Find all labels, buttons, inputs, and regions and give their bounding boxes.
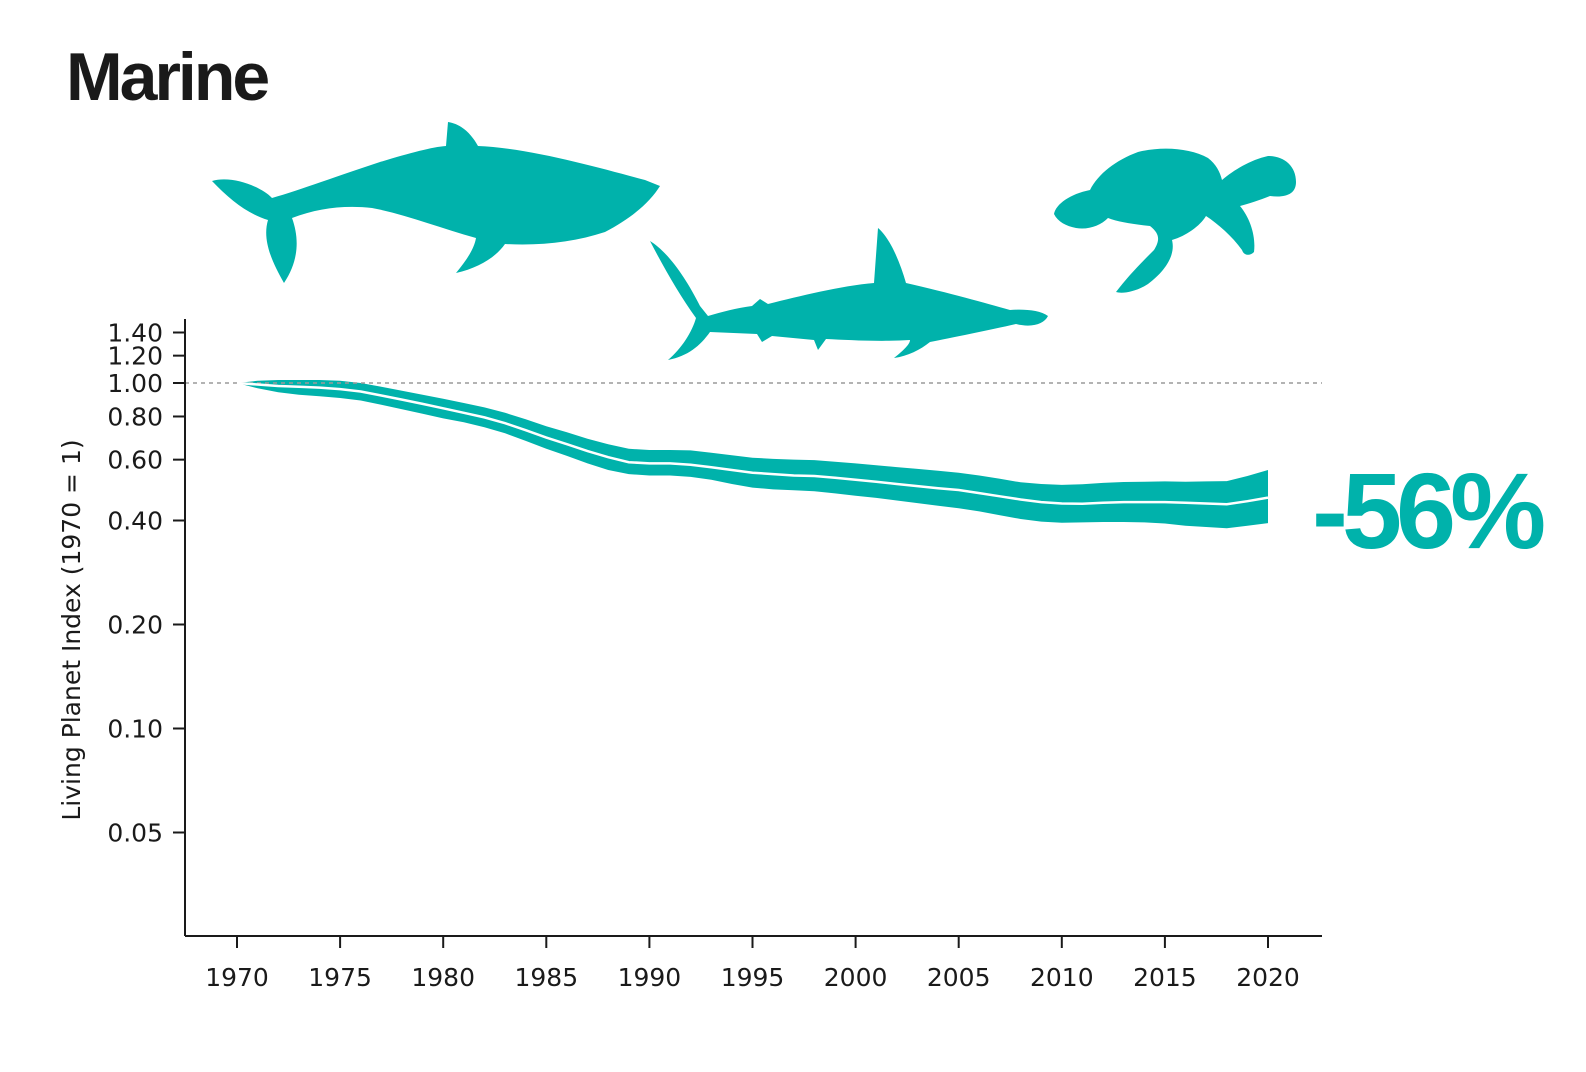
change-annotation: -56%: [1312, 450, 1546, 571]
y-tick-label: 0.60: [107, 446, 163, 475]
index-trend-line: [236, 381, 1269, 506]
x-tick-label: 2005: [927, 963, 991, 992]
confidence-band: [237, 380, 1268, 529]
x-tick-label: 1975: [308, 963, 372, 992]
y-tick-label: 1.20: [107, 342, 163, 371]
y-tick-label: 0.80: [107, 402, 163, 431]
y-tick-label: 0.10: [107, 715, 163, 744]
x-tick-label: 1970: [205, 963, 269, 992]
x-tick-label: 1990: [618, 963, 682, 992]
y-tick-label: 0.05: [107, 819, 163, 848]
x-tick-label: 1985: [514, 963, 578, 992]
x-tick-label: 2020: [1236, 963, 1300, 992]
x-tick-label: 1995: [721, 963, 785, 992]
x-tick-label: 2010: [1030, 963, 1094, 992]
y-axis-title: Living Planet Index (1970 = 1): [57, 439, 86, 820]
x-tick-label: 2015: [1133, 963, 1197, 992]
whale-silhouette-icon: [212, 122, 660, 283]
sea-turtle-silhouette-icon: [1054, 148, 1296, 293]
x-tick-label: 1980: [411, 963, 475, 992]
hammerhead-shark-silhouette-icon: [650, 228, 1048, 360]
y-tick-label: 1.00: [107, 369, 163, 398]
y-tick-label: 1.40: [107, 319, 163, 348]
y-tick-label: 0.40: [107, 506, 163, 535]
chart-title: Marine: [66, 39, 270, 115]
x-tick-label: 2000: [824, 963, 888, 992]
y-tick-label: 0.20: [107, 610, 163, 639]
